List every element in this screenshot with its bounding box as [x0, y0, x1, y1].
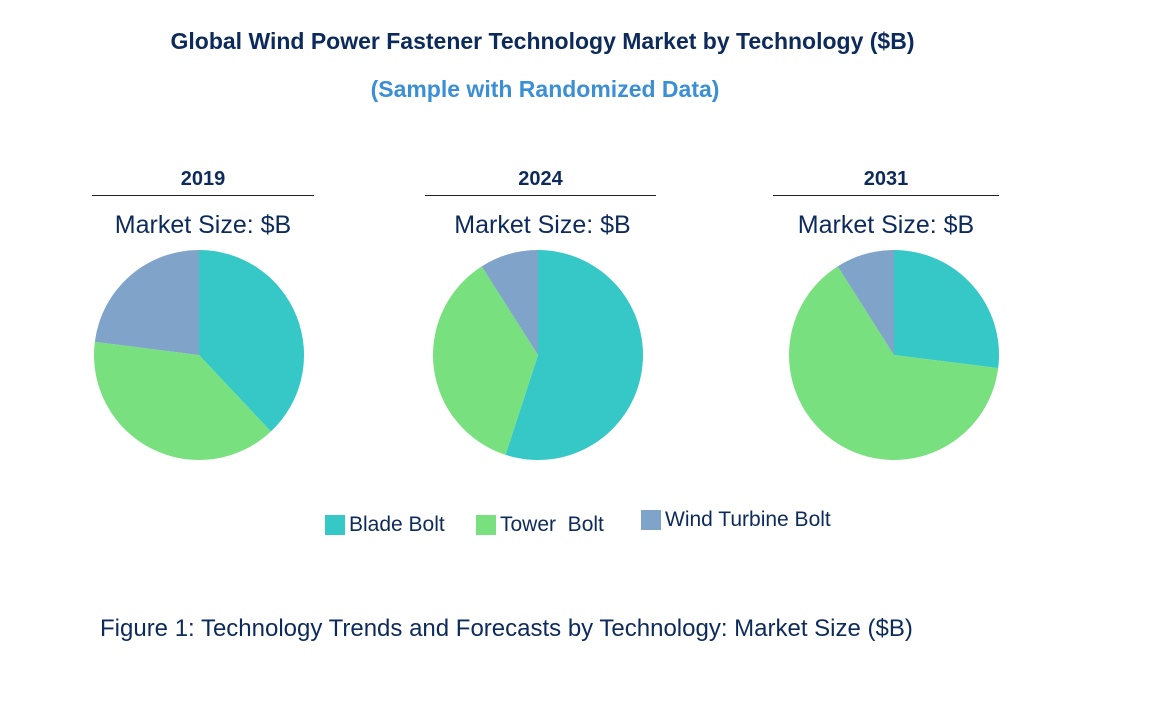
- pie-charts: [94, 249, 999, 461]
- pie-slice-2019-tower-bolt: [94, 341, 271, 460]
- year-header-2024: 2024: [425, 168, 656, 196]
- year-header-2031: 2031: [773, 168, 999, 196]
- legend-swatch-wind-turbine-bolt: [641, 510, 661, 530]
- legend-swatch-tower-bolt: [476, 515, 496, 535]
- market-size-label-2019: Market Size: $B: [114, 211, 292, 239]
- market-size-label-2024: Market Size: $B: [454, 211, 631, 239]
- year-label: 2024: [425, 168, 656, 196]
- pie-slice-2031-blade-bolt: [894, 250, 999, 369]
- legend-label: Tower Bolt: [500, 513, 604, 536]
- pie-slice-2031-tower-bolt: [788, 266, 999, 461]
- pie-slice-2024-wind-turbine-bolt: [481, 250, 538, 355]
- pie-slice-2019-wind-turbine-bolt: [94, 250, 199, 355]
- legend-label: Wind Turbine Bolt: [665, 508, 831, 531]
- legend-label: Blade Bolt: [349, 513, 445, 536]
- legend-item-tower-bolt: Tower Bolt: [476, 513, 604, 537]
- market-size-label-2031: Market Size: $B: [797, 211, 975, 239]
- year-header-2019: 2019: [92, 168, 314, 196]
- legend: Blade Bolt Tower Bolt Wind Turbine Bolt: [0, 507, 1170, 547]
- legend-item-blade-bolt: Blade Bolt: [325, 513, 445, 537]
- figure-caption: Figure 1: Technology Trends and Forecast…: [100, 615, 913, 642]
- legend-swatch-blade-bolt: [325, 515, 345, 535]
- chart-title: Global Wind Power Fastener Technology Ma…: [170, 28, 915, 54]
- legend-item-wind-turbine-bolt: Wind Turbine Bolt: [641, 508, 831, 532]
- pie-slice-2024-tower-bolt: [433, 266, 538, 455]
- chart-subtitle: (Sample with Randomized Data): [370, 76, 720, 102]
- pie-slice-2024-blade-bolt: [505, 250, 643, 460]
- pie-slice-2019-blade-bolt: [199, 249, 305, 432]
- year-label: 2031: [773, 168, 999, 196]
- pie-slice-2031-wind-turbine-bolt: [837, 250, 894, 355]
- year-label: 2019: [92, 168, 314, 196]
